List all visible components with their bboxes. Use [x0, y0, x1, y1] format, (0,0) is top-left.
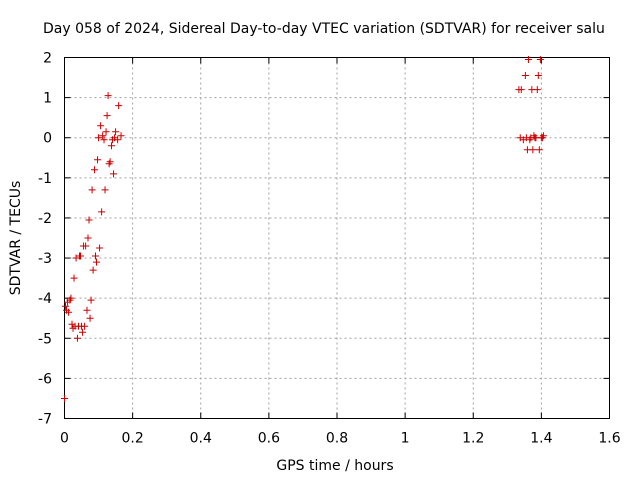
data-point [84, 234, 92, 242]
data-point [97, 122, 105, 130]
data-point [62, 302, 70, 310]
data-point [102, 128, 110, 136]
x-tick-label: 0.4 [190, 431, 212, 447]
data-point [86, 314, 94, 322]
x-axis-label: GPS time / hours [276, 458, 393, 474]
data-point [115, 102, 123, 110]
data-point [112, 128, 120, 136]
y-tick-label: -6 [38, 371, 52, 387]
data-point [101, 186, 109, 194]
y-tick-label: -7 [38, 412, 52, 428]
x-tick-label: 0 [60, 431, 69, 447]
y-tick-label: -1 [38, 171, 52, 187]
data-point [88, 186, 96, 194]
data-point [536, 56, 544, 64]
data-point [98, 208, 106, 216]
tick-labels: 2 1 0 -1 -2 -3 -4 -5 -6 -7 0 0.2 0.4 0.6 0.8 1 1.2 1.4 1.6 [38, 51, 621, 447]
data-point [517, 86, 525, 94]
y-tick-label: -3 [38, 251, 52, 267]
data-point [104, 92, 112, 100]
data-point [90, 166, 98, 174]
data-point [87, 296, 95, 304]
data-point [529, 146, 537, 154]
x-tick-label: 0.2 [121, 431, 143, 447]
data-point [95, 134, 103, 142]
x-tick-label: 1.2 [462, 431, 484, 447]
chart-title: Day 058 of 2024, Sidereal Day-to-day VTE… [43, 21, 605, 37]
y-tick-label: -2 [38, 211, 52, 227]
data-point [93, 258, 101, 266]
data-point [67, 294, 75, 302]
data-point [103, 112, 111, 120]
data-point [524, 56, 532, 64]
data-point [100, 136, 108, 144]
y-axis-label: SDTVAR / TECUs [8, 181, 24, 296]
x-tick-label: 0.8 [326, 431, 348, 447]
y-tick-label: 1 [43, 91, 52, 107]
data-points [61, 56, 547, 402]
data-point [81, 322, 89, 330]
data-point [108, 142, 116, 150]
data-point [79, 328, 87, 336]
data-point [534, 72, 542, 80]
data-point [91, 252, 99, 260]
axis-ticks [64, 57, 610, 419]
data-point [106, 158, 114, 166]
data-point [83, 306, 91, 314]
data-point [99, 132, 107, 140]
data-point [117, 132, 125, 140]
y-tick-label: 2 [43, 51, 52, 67]
data-point [61, 394, 68, 402]
data-point [73, 334, 81, 342]
data-point [539, 132, 547, 140]
data-point [70, 274, 78, 282]
x-tick-label: 0.6 [258, 431, 280, 447]
y-tick-label: 0 [43, 131, 52, 147]
data-point [65, 308, 73, 316]
data-point [94, 156, 102, 164]
data-point [110, 170, 118, 178]
data-point [85, 216, 93, 224]
x-tick-label: 1.4 [530, 431, 552, 447]
data-point [521, 72, 529, 80]
data-point [533, 86, 541, 94]
data-point [114, 136, 122, 144]
data-point [77, 252, 85, 260]
y-tick-label: -5 [38, 331, 52, 347]
data-point [89, 266, 97, 274]
data-point [82, 242, 90, 250]
data-point [96, 244, 104, 252]
x-tick-label: 1 [401, 431, 410, 447]
grid-lines [64, 57, 610, 419]
x-tick-label: 1.6 [598, 431, 620, 447]
data-point [535, 146, 543, 154]
y-tick-label: -4 [38, 291, 52, 307]
